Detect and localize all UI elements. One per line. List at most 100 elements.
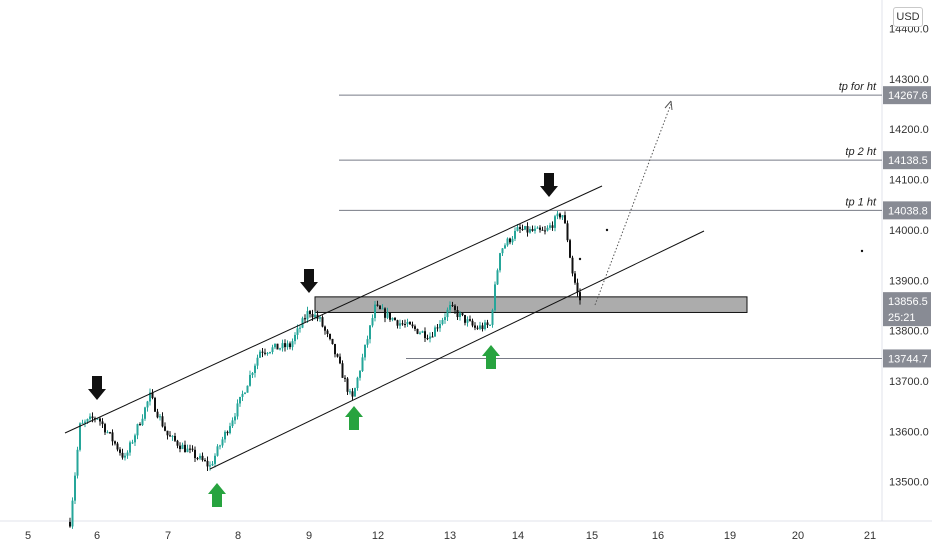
candle-body	[301, 318, 304, 328]
candle-body	[559, 213, 561, 218]
price-tag-value: 13744.7	[888, 353, 928, 365]
zone-rectangle	[314, 296, 748, 313]
candle-body	[344, 377, 346, 379]
candle-body	[79, 423, 81, 450]
candle-body	[231, 420, 234, 427]
candle-body	[544, 230, 546, 232]
candle-body	[461, 313, 464, 316]
zone-layer	[314, 296, 748, 313]
candle-body	[71, 500, 74, 527]
candle-body	[346, 378, 349, 392]
candle-body	[114, 441, 116, 444]
candle-body	[241, 393, 244, 397]
current-price-value: 13856.5	[888, 296, 928, 308]
candle-body	[501, 248, 504, 254]
candle-body	[106, 432, 109, 434]
candle-body	[131, 442, 134, 444]
candle-body	[189, 448, 191, 450]
price-tick-label: 13500.0	[889, 477, 929, 489]
candle-body	[379, 305, 381, 309]
projection-line	[594, 100, 673, 306]
candle-body	[81, 422, 84, 424]
candle-body	[506, 238, 509, 246]
level-lines: tp for ht tp 2 ht tp 1 ht	[339, 81, 882, 359]
candle-body	[284, 343, 286, 348]
candle-body	[466, 319, 469, 323]
candle-body	[181, 444, 184, 450]
candle-body	[304, 318, 306, 320]
price-tick-label: 13900.0	[889, 275, 929, 287]
arrow-up-icon	[345, 406, 363, 430]
currency-badge[interactable]: USD	[893, 7, 923, 27]
candle-body	[179, 445, 181, 450]
price-tag	[883, 151, 931, 170]
candle-body	[186, 448, 189, 453]
candle-body	[271, 347, 274, 353]
candle-body	[156, 411, 159, 418]
candle-body	[124, 455, 126, 458]
candle-body	[159, 416, 161, 418]
candle-body	[321, 317, 324, 327]
candle-body	[286, 343, 289, 348]
candle-body	[341, 363, 344, 378]
candle-body	[134, 435, 136, 443]
candle-body	[144, 407, 146, 419]
candle-body	[246, 385, 249, 393]
candle-body	[504, 245, 506, 249]
candle-body	[439, 324, 441, 329]
candle-body	[571, 257, 574, 274]
candle-body	[76, 449, 79, 476]
candle-body	[116, 443, 119, 450]
candle-body	[336, 354, 339, 357]
candle-body	[209, 465, 211, 467]
candle-body	[511, 238, 514, 243]
candle-body	[151, 392, 154, 398]
candle-body	[521, 228, 524, 230]
candle-body	[339, 356, 341, 364]
price-tag-value: 14138.5	[888, 155, 928, 167]
candle-body	[149, 392, 151, 402]
time-tick-label: 16	[652, 530, 664, 542]
candle-body	[226, 431, 229, 434]
candle-body	[541, 229, 544, 231]
candle-body	[419, 332, 421, 334]
candle-body	[444, 317, 446, 320]
candle-body	[551, 225, 554, 228]
time-axis[interactable]: 5 6 7 8 9 12 13 14 15 16 19 20 21	[25, 530, 876, 542]
channel-upper-line	[64, 185, 603, 434]
candle-body	[221, 439, 224, 446]
candle-body	[479, 325, 481, 329]
candle-body	[404, 323, 406, 325]
candle-body	[196, 458, 199, 460]
candle-body	[474, 325, 476, 328]
time-tick-label: 12	[372, 530, 384, 542]
time-tick-label: 6	[94, 530, 100, 542]
time-tick-label: 13	[444, 530, 456, 542]
candle-body	[421, 331, 424, 333]
candle-body	[309, 311, 311, 315]
candle-body	[561, 215, 564, 218]
candle-body	[294, 334, 296, 342]
arrow-down-icon	[300, 269, 318, 293]
price-axis[interactable]: 13500.0 13600.0 13700.0 13800.0 13900.0 14000…	[883, 24, 931, 489]
projection-arrowhead-icon	[664, 100, 673, 111]
candle-body	[264, 352, 266, 354]
candle-body	[244, 392, 246, 394]
arrow-down-icon	[88, 376, 106, 400]
candle-body	[289, 343, 291, 348]
candle-body	[111, 432, 114, 442]
candle-body	[481, 325, 484, 330]
candle-body	[254, 365, 256, 373]
candle-body	[579, 292, 581, 301]
price-tag	[883, 201, 931, 220]
candle-body	[399, 323, 401, 326]
candle-body	[396, 320, 399, 326]
candle-body	[546, 227, 549, 231]
candle-body	[171, 435, 174, 437]
candle-body	[384, 308, 386, 318]
arrow-down-icon	[540, 173, 558, 197]
candle-body	[139, 424, 141, 426]
candle-body	[514, 230, 516, 239]
price-tag-value: 14267.6	[888, 90, 928, 102]
